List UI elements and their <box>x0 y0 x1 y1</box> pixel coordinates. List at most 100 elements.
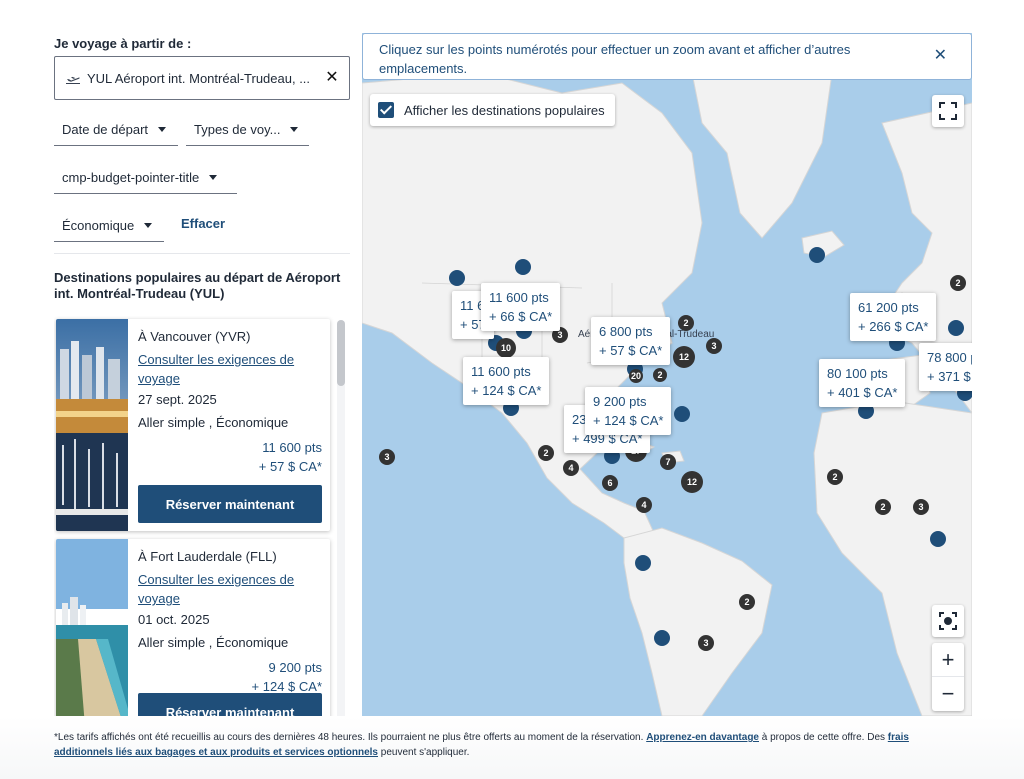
fullscreen-icon <box>939 102 957 120</box>
caret-down-icon <box>290 127 299 132</box>
origin-value: YUL Aéroport int. Montréal-Trudeau, ... <box>87 70 311 86</box>
book-now-button[interactable]: Réserver maintenant <box>138 485 322 523</box>
svg-text:4: 4 <box>641 500 646 510</box>
price-label[interactable]: 61 200 pts + 266 $ CA* <box>850 293 937 341</box>
destination-dot <box>948 320 964 336</box>
cluster-marker: 7 <box>660 454 676 470</box>
origin-field[interactable]: YUL Aéroport int. Montréal-Trudeau, ... … <box>54 56 350 100</box>
price-cash: + 66 $ CA* <box>489 309 553 324</box>
zoom-out-button[interactable]: − <box>941 681 955 706</box>
fare-cash: + 124 $ CA* <box>251 679 322 694</box>
zoom-in-button[interactable]: + <box>932 643 964 677</box>
price-points: 23 <box>572 412 587 427</box>
learn-more-link[interactable]: Apprenez-en davantage <box>646 732 759 743</box>
price-label[interactable]: 9 200 pts + 124 $ CA* <box>585 387 672 435</box>
destination-card: À Vancouver (YVR) Consulter les exigence… <box>56 319 330 531</box>
cluster-marker: 12 <box>681 471 703 493</box>
price-cash: + 124 $ CA* <box>471 383 542 398</box>
trip-type-label: Types de voy... <box>194 122 281 137</box>
plane-takeoff-icon <box>66 76 80 84</box>
price-points: 78 800 p <box>927 350 972 365</box>
destinations-map[interactable]: Cliquez sur les points numérotés pour ef… <box>362 33 972 716</box>
destination-dot <box>515 259 531 275</box>
price-points: 80 100 pts <box>827 366 888 381</box>
clear-origin-icon[interactable]: ✕ <box>325 69 339 86</box>
additional-fees-link[interactable]: frais additionnels liés aux bagages et a… <box>54 732 909 758</box>
card-info: À Vancouver (YVR) Consulter les exigence… <box>138 329 322 476</box>
zoom-controls: + − <box>932 643 964 711</box>
scrollbar-thumb[interactable] <box>337 320 345 386</box>
price-label[interactable]: 11 600 pts + 124 $ CA* <box>463 357 550 405</box>
destination-dot <box>930 531 946 547</box>
caret-down-icon <box>209 175 218 180</box>
list-scrollbar[interactable] <box>337 320 345 716</box>
svg-text:2: 2 <box>657 370 662 380</box>
cluster-marker: 4 <box>563 460 579 476</box>
book-now-button[interactable]: Réserver maintenant <box>138 693 322 716</box>
svg-text:3: 3 <box>711 341 716 351</box>
price-label[interactable]: 6 800 pts + 57 $ CA* <box>591 317 671 365</box>
destination-name: À Vancouver (YVR) <box>138 329 251 344</box>
svg-text:4: 4 <box>568 463 573 473</box>
budget-label: cmp-budget-pointer-title <box>62 170 200 185</box>
cluster-marker: 3 <box>913 499 929 515</box>
trip-type-dropdown[interactable]: Types de voy... <box>186 114 309 146</box>
close-icon[interactable]: ✕ <box>933 47 947 64</box>
svg-text:6: 6 <box>607 478 612 488</box>
price-label[interactable]: 78 800 p + 371 $ <box>919 343 972 391</box>
price-cash: + 57 <box>460 317 486 332</box>
destination-name: À Fort Lauderdale (FLL) <box>138 549 277 564</box>
disclaimer-text: *Les tarifs affichés ont été recueillis … <box>54 732 644 743</box>
price-points: 61 200 pts <box>858 300 919 315</box>
cluster-marker: 2 <box>538 445 554 461</box>
budget-dropdown[interactable]: cmp-budget-pointer-title <box>54 162 237 194</box>
svg-text:2: 2 <box>543 448 548 458</box>
price-points: 6 800 pts <box>599 324 653 339</box>
fare-price: 11 600 pts + 57 $ CA* <box>138 438 322 476</box>
svg-text:3: 3 <box>703 638 708 648</box>
divider <box>54 253 350 254</box>
cluster-marker: 3 <box>698 635 714 651</box>
travel-requirements-link[interactable]: Consulter les exigences de voyage <box>138 352 295 386</box>
svg-text:2: 2 <box>832 472 837 482</box>
price-points: 9 200 pts <box>593 394 647 409</box>
price-points: 11 600 pts <box>489 290 549 305</box>
cluster-marker: 3 <box>379 449 395 465</box>
clear-filters-link[interactable]: Effacer <box>181 216 226 231</box>
destination-card: À Fort Lauderdale (FLL) Consulter les ex… <box>56 539 330 716</box>
cluster-marker: 12 <box>673 346 695 368</box>
card-info: À Fort Lauderdale (FLL) Consulter les ex… <box>138 549 322 696</box>
fare-points: 11 600 pts <box>262 440 322 455</box>
price-label[interactable]: 11 600 pts + 66 $ CA* <box>481 283 561 331</box>
popular-destinations-toggle[interactable]: Afficher les destinations populaires <box>370 94 615 126</box>
price-cash: + 57 $ CA* <box>599 343 663 358</box>
price-label[interactable]: 80 100 pts + 401 $ CA* <box>819 359 906 407</box>
footer: *Les tarifs affichés ont été recueillis … <box>0 716 1024 779</box>
cabin-dropdown[interactable]: Économique <box>54 210 164 242</box>
svg-text:10: 10 <box>501 343 511 353</box>
cluster-marker: 2 <box>739 594 755 610</box>
fullscreen-button[interactable] <box>932 95 964 127</box>
cluster-marker: 2 <box>653 368 667 382</box>
price-cash: + 371 $ <box>927 369 971 384</box>
price-cash: + 266 $ CA* <box>858 319 929 334</box>
fare-points: 9 200 pts <box>268 660 323 675</box>
departure-date-dropdown[interactable]: Date de départ <box>54 114 178 146</box>
travel-requirements-link[interactable]: Consulter les exigences de voyage <box>138 572 295 606</box>
svg-text:7: 7 <box>665 457 670 467</box>
price-points: 11 6 <box>460 298 485 313</box>
destination-list[interactable]: À Vancouver (YVR) Consulter les exigence… <box>54 316 350 716</box>
cluster-marker: 3 <box>552 327 568 343</box>
price-points: 11 600 pts <box>471 364 531 379</box>
destination-dot <box>858 403 874 419</box>
price-cash: + 401 $ CA* <box>827 385 898 400</box>
toggle-label: Afficher les destinations populaires <box>404 102 605 118</box>
departure-date: 27 sept. 2025 <box>138 392 217 407</box>
checkbox-checked-icon[interactable] <box>378 102 394 118</box>
destination-dot <box>449 270 465 286</box>
destination-dot <box>809 247 825 263</box>
disclaimer-text: peuvent s'appliquer. <box>380 747 470 758</box>
locate-icon <box>939 612 957 630</box>
caret-down-icon <box>158 127 167 132</box>
locate-button[interactable] <box>932 605 964 637</box>
